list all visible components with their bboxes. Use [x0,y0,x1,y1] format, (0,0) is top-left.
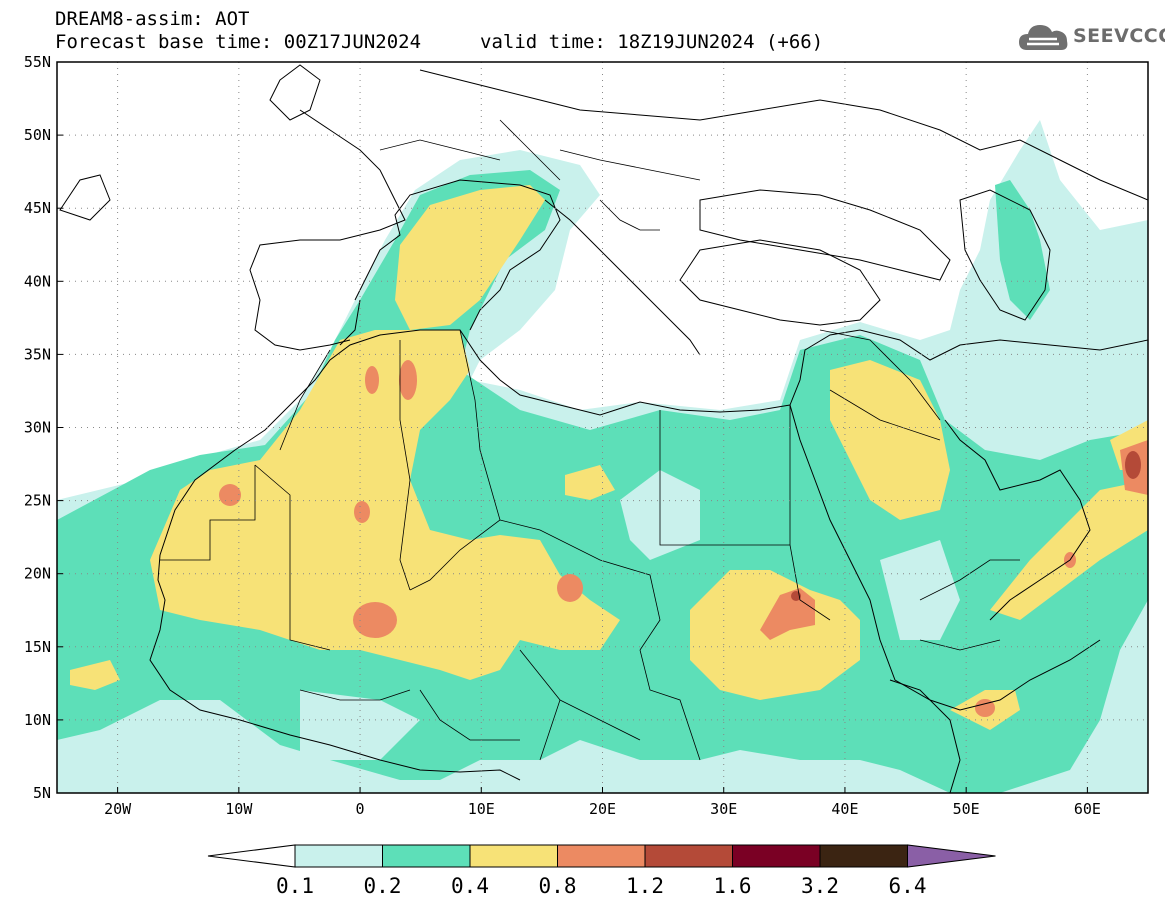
aot-contour-0.4-oman [990,480,1148,620]
colorbar-swatch [469,844,558,868]
lat-label: 45N [24,199,51,217]
cloud-icon [1019,25,1068,50]
colorbar-swatch [294,844,383,868]
aot-contour-0.8-c [353,602,397,638]
colorbar-label: 1.2 [626,874,664,898]
lat-label: 15N [24,638,51,656]
colorbar-label: 3.2 [801,874,839,898]
aot-contour-0.4-misc2 [70,660,120,690]
aot-contour-0.8-e [219,484,241,506]
colorbar-under-arrow [207,844,296,868]
aot-contour-0.8-i [975,699,995,717]
colorbar-label: 6.4 [889,874,927,898]
colorbar-label: 0.2 [364,874,402,898]
colorbar-swatch [819,844,908,868]
lon-label: 10W [225,800,253,818]
aot-contour-0.2-caspian [995,180,1050,320]
colorbar-label: 0.8 [539,874,577,898]
lat-label: 35N [24,345,51,363]
aot-contour-0.1-hole2 [880,540,960,640]
longitude-labels: 20W 10W 0 10E 20E 30E 40E 50E 60E [104,787,1101,818]
lon-label: 10E [468,800,495,818]
aot-contour-0.8-b [365,366,379,394]
aot-contour-0.4-italy [395,185,545,330]
map-title: DREAM8-assim: AOT [55,8,250,30]
lat-label: 25N [24,492,51,510]
colorbar: 0.1 0.2 0.4 0.8 1.2 1.6 3.2 6.4 [207,844,996,898]
lon-label: 30E [710,800,737,818]
lat-label: 40N [24,272,51,290]
forecast-base-time: Forecast base time: 00Z17JUN2024 [55,31,422,53]
lat-label: 10N [24,711,51,729]
lat-label: 50N [24,126,51,144]
lon-label: 20E [589,800,616,818]
aot-contour-0.8-a [399,360,417,400]
lon-label: 40E [831,800,858,818]
lon-label: 50E [953,800,980,818]
valid-time: valid time: 18Z19JUN2024 (+66) [480,31,824,53]
lat-label: 20N [24,565,51,583]
logo-text: SEEVCCC [1073,25,1165,47]
lon-label: 0 [356,800,365,818]
aot-contour-0.4-misc1 [565,465,615,500]
colorbar-label: 1.6 [714,874,752,898]
aot-contour-0.8-d [557,574,583,602]
seevccc-logo: SEEVCCC [1017,20,1165,60]
colorbar-swatch [382,844,471,868]
lon-label: 20W [104,800,132,818]
lon-label: 60E [1074,800,1101,818]
lat-label: 30N [24,419,51,437]
colorbar-label: 0.4 [451,874,489,898]
latitude-labels: 55N 50N 45N 40N 35N 30N 25N 20N 15N 10N 5N [24,53,63,802]
colorbar-label: 0.1 [276,874,314,898]
aot-contour-0.4-east [830,360,950,520]
country-borders [160,119,1020,761]
colorbar-swatch [732,844,821,868]
coastlines [59,64,1148,793]
colorbar-over-arrow [907,844,996,868]
aot-contour-0.8-f [354,501,370,523]
lat-label: 5N [33,784,51,802]
lat-label: 55N [24,53,51,71]
colorbar-swatch [557,844,646,868]
aot-field [57,62,1148,793]
colorbar-swatch [644,844,733,868]
aot-contour-1.2-b [1125,451,1141,479]
aot-contour-0.4-west [150,330,620,680]
aot-contour-0.1-hole3 [300,690,420,760]
